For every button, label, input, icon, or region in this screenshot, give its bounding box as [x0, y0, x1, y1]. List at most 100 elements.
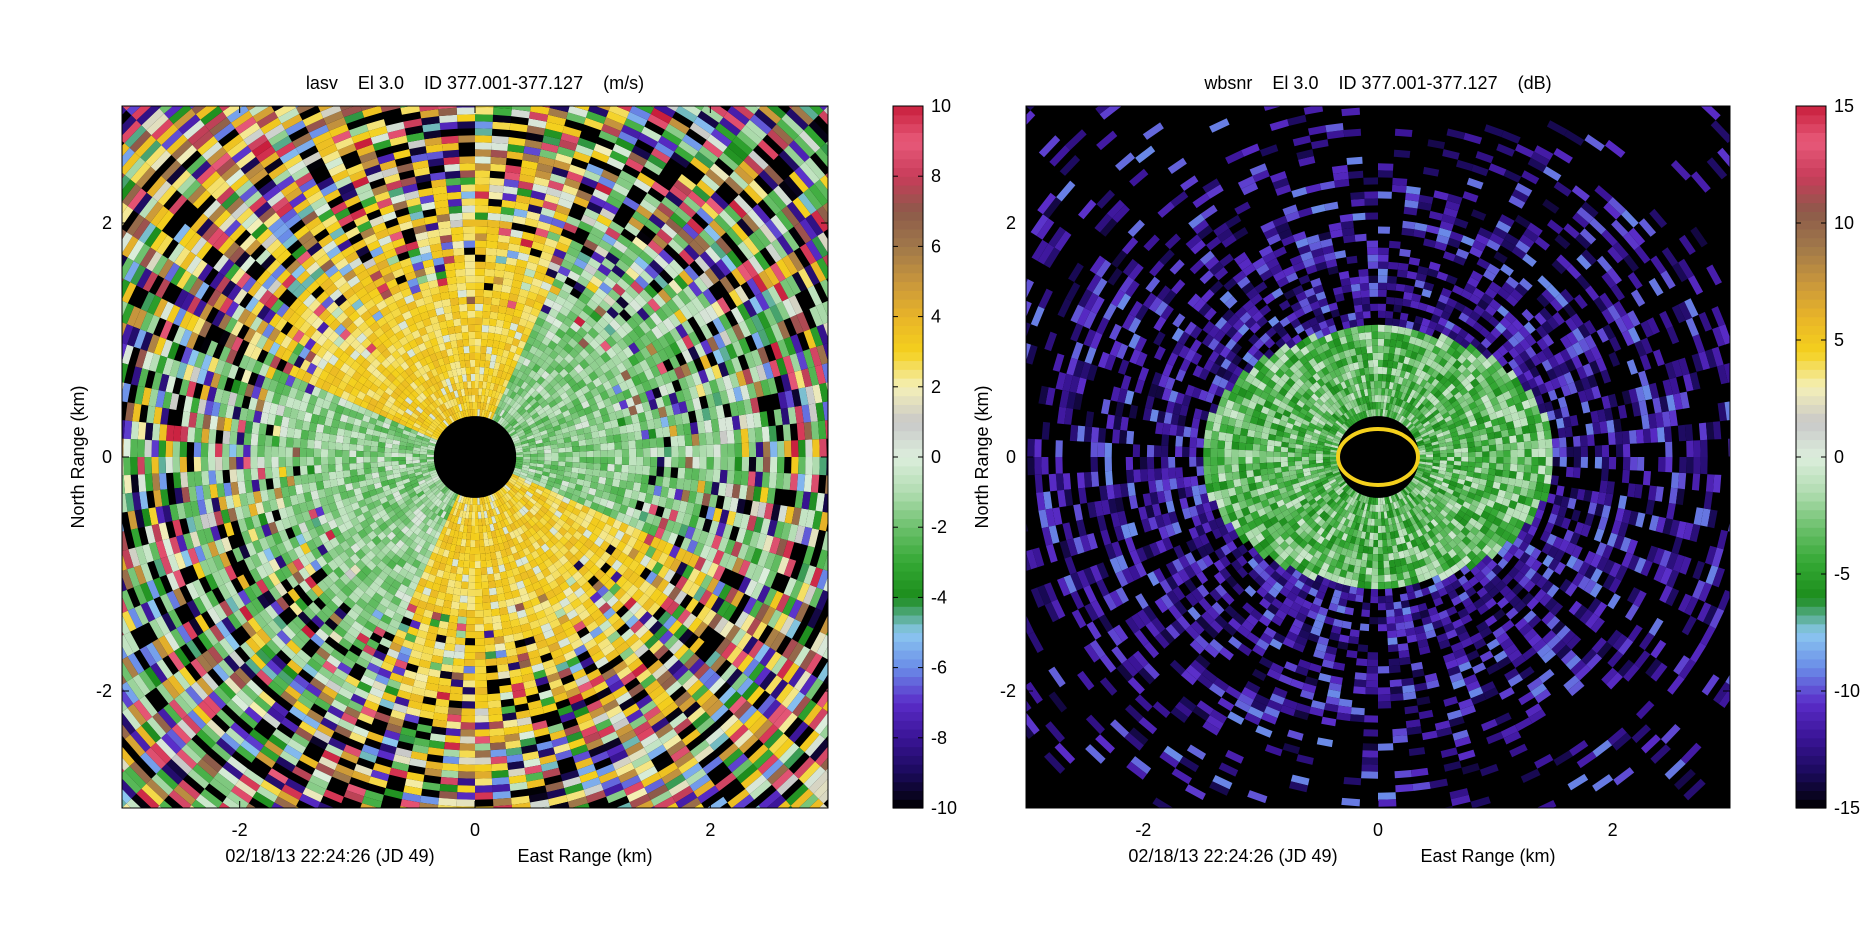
- radar-gate: [515, 449, 523, 453]
- radar-gate: [962, 379, 972, 406]
- radar-gate: [752, 274, 768, 293]
- radar-gate: [561, 282, 574, 294]
- radar-gate: [122, 152, 141, 175]
- radar-gate: [304, 350, 317, 363]
- radar-gate: [777, 391, 788, 409]
- radar-gate: [418, 428, 426, 435]
- radar-gate: [489, 177, 505, 186]
- radar-gate: [767, 285, 783, 305]
- radar-gate: [688, 385, 699, 400]
- radar-gate: [719, 276, 735, 294]
- radar-gate: [769, 304, 784, 324]
- radar-gate: [310, 196, 328, 211]
- radar-gate: [562, 396, 572, 405]
- radar-gate: [684, 374, 696, 388]
- radar-gate: [145, 816, 169, 838]
- radar-gate: [760, 379, 771, 396]
- radar-gate: [542, 437, 550, 443]
- radar-gate: [540, 207, 556, 218]
- radar-gate: [665, 123, 686, 141]
- radar-gate: [412, 160, 429, 170]
- radar-gate: [490, 375, 497, 384]
- radar-gate: [67, 716, 87, 741]
- radar-gate: [296, 250, 312, 265]
- radar-gate: [0, 506, 9, 532]
- radar-gate: [814, 179, 828, 202]
- radar-gate: [509, 391, 517, 400]
- radar-gate: [383, 248, 397, 260]
- radar-gate: [464, 353, 470, 361]
- radar-gate: [816, 257, 828, 280]
- radar-gate: [398, 336, 409, 347]
- radar-gate: [328, 163, 347, 177]
- radar-gate: [363, 379, 374, 389]
- radar-gate: [86, 766, 108, 790]
- radar-gate: [822, 202, 828, 214]
- radar-gate: [716, 297, 731, 314]
- radar-gate: [146, 314, 160, 335]
- radar-gate: [412, 450, 420, 455]
- radar-gate: [456, 107, 475, 115]
- radar-gate: [491, 297, 501, 306]
- radar-gate: [358, 426, 367, 434]
- radar-gate: [289, 408, 299, 420]
- radar-gate: [653, 54, 677, 70]
- radar-gate: [122, 300, 128, 318]
- radar-gate: [465, 268, 475, 276]
- radar-gate: [731, 267, 747, 286]
- radar-gate: [245, 0, 272, 14]
- radar-gate: [570, 264, 584, 276]
- radar-gate: [493, 333, 502, 342]
- radar-gate: [341, 106, 362, 118]
- radar-gate: [811, 235, 828, 258]
- radar-gate: [951, 407, 960, 433]
- radar-gate: [15, 630, 31, 656]
- radar-gate: [324, 391, 335, 403]
- radar-gate: [513, 208, 528, 218]
- radar-gate: [584, 343, 595, 355]
- radar-gate: [551, 166, 569, 178]
- radar-gate: [861, 374, 872, 396]
- radar-gate: [567, 270, 581, 282]
- radar-gate: [519, 420, 528, 428]
- radar-gate: [420, 462, 428, 466]
- radar-gate: [614, 441, 622, 450]
- radar-gate: [356, 457, 364, 464]
- radar-gate: [553, 159, 571, 171]
- radar-gate: [463, 381, 468, 389]
- radar-gate: [402, 183, 418, 194]
- radar-gate: [122, 282, 137, 304]
- radar-gate: [789, 353, 802, 372]
- radar-gate: [432, 185, 448, 195]
- radar-gate: [519, 32, 542, 42]
- radar-gate: [266, 238, 283, 255]
- radar-gate: [400, 415, 409, 423]
- radar-gate: [581, 58, 604, 71]
- radar-gate: [318, 234, 334, 248]
- radar-gate: [505, 307, 515, 316]
- radar-gate: [502, 403, 509, 411]
- radar-gate: [544, 383, 553, 392]
- radar-gate: [587, 397, 597, 407]
- radar-gate: [111, 494, 120, 514]
- radar-gate: [633, 325, 646, 338]
- radar-gate: [592, 437, 601, 445]
- radar-gate: [585, 316, 597, 328]
- radar-gate: [388, 424, 397, 432]
- radar-gate: [230, 481, 240, 496]
- radar-gate: [546, 231, 561, 242]
- radar-gate: [475, 219, 488, 227]
- radar-gate: [437, 358, 445, 367]
- radar-gate: [572, 0, 598, 11]
- radar-gate: [26, 314, 40, 339]
- radar-gate: [321, 214, 338, 229]
- radar-gate: [349, 463, 357, 471]
- radar-gate: [703, 224, 721, 242]
- radar-gate: [427, 449, 435, 453]
- radar-gate: [814, 364, 826, 385]
- radar-gate: [770, 341, 783, 360]
- radar-gate: [693, 75, 716, 93]
- radar-gate: [229, 224, 247, 242]
- radar-gate: [777, 320, 791, 340]
- radar-gate: [622, 388, 633, 400]
